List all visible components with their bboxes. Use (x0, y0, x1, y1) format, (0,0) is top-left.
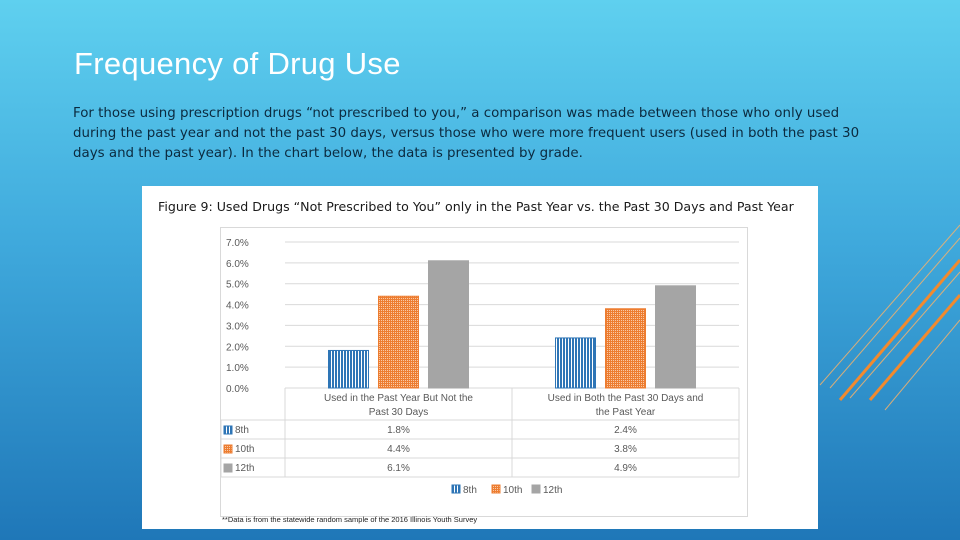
legend-label: 8th (463, 485, 477, 496)
y-tick-label: 5.0% (226, 280, 249, 291)
data-label: 4.4% (387, 444, 410, 455)
y-tick-label: 7.0% (226, 238, 249, 249)
category-label: Used in Both the Past 30 Days and (548, 393, 704, 404)
legend-label: 12th (543, 485, 562, 496)
legend-swatch-12th (531, 484, 541, 494)
bar-chart: 0.0% 1.0% 2.0% 3.0% 4.0% 5.0% 6.0% 7.0% Used in … (220, 238, 740, 496)
bar-8th (555, 337, 596, 389)
slide-title: Frequency of Drug Use (74, 46, 401, 81)
figure-title: Figure 9: Used Drugs “Not Prescribed to … (158, 199, 794, 214)
bar-12th (428, 260, 469, 389)
bar-8th (328, 349, 369, 389)
slide-body-text: For those using prescription drugs “not … (73, 106, 860, 161)
category-label: Past 30 Days (369, 407, 428, 418)
y-tick-label: 6.0% (226, 259, 249, 270)
bar-12th (655, 285, 696, 389)
category-label: the Past Year (596, 407, 656, 418)
y-tick-label: 0.0% (226, 384, 249, 395)
bar-10th (605, 308, 646, 389)
data-label: 1.8% (387, 425, 410, 436)
legend-key-12th (223, 463, 233, 473)
y-tick-label: 2.0% (226, 342, 249, 353)
table-series-label: 10th (235, 444, 254, 455)
y-tick-label: 3.0% (226, 321, 249, 332)
decorative-lines (819, 224, 960, 411)
footnote: **Data is from the statewide random samp… (222, 515, 478, 524)
chart-panel: Figure 9: Used Drugs “Not Prescribed to … (142, 186, 818, 529)
data-label: 2.4% (614, 425, 637, 436)
legend-key-10th (223, 444, 233, 454)
table-series-label: 12th (235, 463, 254, 474)
chart-area: 0.0% 1.0% 2.0% 3.0% 4.0% 5.0% 6.0% 7.0% Used in … (220, 227, 748, 517)
data-label: 4.9% (614, 463, 637, 474)
data-label: 3.8% (614, 444, 637, 455)
legend-key-8th (223, 425, 233, 435)
y-tick-label: 1.0% (226, 363, 249, 374)
bar-10th (378, 295, 419, 389)
data-label: 6.1% (387, 463, 410, 474)
category-label: Used in the Past Year But Not the (324, 393, 473, 404)
legend-label: 10th (503, 485, 522, 496)
legend-swatch-10th (491, 484, 501, 494)
table-series-label: 8th (235, 425, 249, 436)
legend-swatch-8th (451, 484, 461, 494)
y-tick-label: 4.0% (226, 301, 249, 312)
